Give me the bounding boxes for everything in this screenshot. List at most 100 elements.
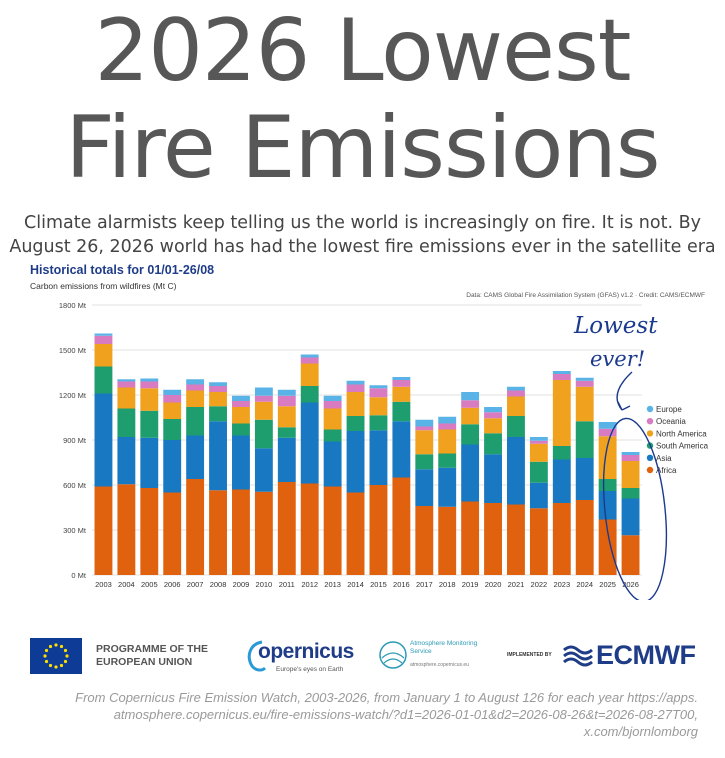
bar-segment-south-america[interactable] [438, 453, 457, 468]
bar-segment-oceania[interactable] [621, 455, 640, 461]
bar-segment-asia[interactable] [415, 469, 434, 506]
bar-segment-oceania[interactable] [140, 381, 159, 389]
bar-segment-europe[interactable] [621, 452, 640, 455]
bar-segment-north-america[interactable] [369, 397, 388, 416]
bar-segment-asia[interactable] [369, 430, 388, 485]
bar-segment-north-america[interactable] [277, 406, 296, 428]
bar-segment-south-america[interactable] [415, 454, 434, 470]
bar-segment-oceania[interactable] [232, 401, 250, 407]
bar-segment-north-america[interactable] [575, 386, 594, 422]
bar-segment-africa[interactable] [529, 508, 548, 575]
bar-segment-oceania[interactable] [254, 395, 273, 402]
bar-segment-oceania[interactable] [186, 384, 205, 391]
bar-segment-asia[interactable] [94, 393, 113, 487]
bar-segment-south-america[interactable] [300, 386, 319, 403]
bar-segment-africa[interactable] [369, 485, 388, 575]
bar-segment-south-america[interactable] [598, 479, 617, 491]
bar-segment-europe[interactable] [140, 378, 159, 382]
legend-label[interactable]: Europe [656, 405, 682, 414]
bar-segment-africa[interactable] [186, 479, 205, 575]
bar-segment-africa[interactable] [94, 486, 113, 576]
bar-segment-north-america[interactable] [529, 443, 548, 462]
bar-segment-asia[interactable] [598, 491, 617, 520]
bar-segment-asia[interactable] [117, 437, 136, 485]
bar-segment-europe[interactable] [209, 382, 227, 386]
bar-segment-north-america[interactable] [346, 392, 365, 416]
bar-segment-asia[interactable] [232, 435, 250, 490]
bar-segment-south-america[interactable] [94, 366, 113, 394]
bar-segment-asia[interactable] [346, 431, 365, 493]
bar-segment-africa[interactable] [277, 482, 296, 575]
legend-label[interactable]: North America [656, 429, 707, 438]
legend-label[interactable]: Africa [656, 466, 677, 475]
bar-segment-oceania[interactable] [163, 395, 182, 403]
bar-segment-north-america[interactable] [323, 408, 342, 430]
legend-marker[interactable] [646, 405, 654, 413]
bar-segment-asia[interactable] [277, 437, 296, 482]
bar-segment-north-america[interactable] [438, 429, 457, 454]
bar-segment-south-america[interactable] [254, 419, 273, 449]
legend-marker[interactable] [646, 430, 654, 437]
bar-segment-europe[interactable] [323, 395, 342, 401]
bar-segment-south-america[interactable] [369, 415, 388, 431]
bar-segment-south-america[interactable] [621, 488, 640, 499]
bar-segment-europe[interactable] [300, 354, 319, 358]
bar-segment-africa[interactable] [254, 491, 273, 575]
legend-marker[interactable] [646, 454, 654, 461]
bar-segment-south-america[interactable] [163, 419, 182, 440]
bar-segment-asia[interactable] [254, 448, 273, 492]
bar-segment-north-america[interactable] [507, 396, 525, 417]
bar-segment-north-america[interactable] [94, 344, 113, 367]
bar-segment-africa[interactable] [140, 488, 159, 575]
bar-segment-south-america[interactable] [575, 421, 594, 458]
bar-segment-africa[interactable] [232, 489, 250, 576]
bar-segment-north-america[interactable] [186, 390, 205, 408]
bar-segment-oceania[interactable] [300, 357, 319, 364]
bar-segment-europe[interactable] [346, 380, 365, 385]
bar-segment-asia[interactable] [438, 467, 457, 507]
bar-segment-asia[interactable] [507, 437, 525, 505]
bar-segment-asia[interactable] [575, 458, 594, 500]
bar-segment-north-america[interactable] [484, 418, 502, 434]
bar-segment-europe[interactable] [507, 386, 525, 391]
bar-segment-europe[interactable] [117, 379, 136, 382]
bar-segment-north-america[interactable] [254, 401, 273, 420]
bar-segment-africa[interactable] [209, 490, 227, 575]
bar-segment-asia[interactable] [140, 437, 159, 488]
bar-segment-europe[interactable] [369, 385, 388, 389]
bar-segment-africa[interactable] [300, 483, 319, 576]
bar-segment-europe[interactable] [529, 437, 548, 441]
bar-segment-asia[interactable] [529, 482, 548, 509]
bar-segment-europe[interactable] [552, 371, 571, 374]
bar-segment-asia[interactable] [461, 444, 480, 502]
bar-segment-oceania[interactable] [484, 412, 502, 419]
bar-segment-oceania[interactable] [438, 423, 457, 430]
bar-segment-oceania[interactable] [575, 380, 594, 387]
bar-segment-south-america[interactable] [392, 401, 411, 422]
bar-segment-europe[interactable] [461, 392, 480, 401]
bar-segment-africa[interactable] [621, 535, 640, 575]
bar-segment-south-america[interactable] [507, 416, 525, 437]
bar-segment-north-america[interactable] [209, 392, 227, 407]
bar-segment-oceania[interactable] [94, 335, 113, 344]
bar-segment-south-america[interactable] [140, 410, 159, 438]
legend-marker[interactable] [646, 418, 654, 425]
bar-segment-oceania[interactable] [117, 381, 136, 388]
bar-segment-africa[interactable] [163, 492, 182, 576]
footer-line-3[interactable]: x.com/bjornlomborg [583, 724, 698, 739]
legend-marker[interactable] [646, 466, 654, 474]
legend-label[interactable]: Asia [656, 454, 672, 463]
bar-segment-oceania[interactable] [277, 395, 296, 407]
bar-segment-asia[interactable] [323, 441, 342, 487]
bar-segment-south-america[interactable] [323, 429, 342, 442]
bar-segment-africa[interactable] [117, 484, 136, 575]
bar-segment-asia[interactable] [392, 421, 411, 478]
bar-segment-africa[interactable] [552, 503, 571, 575]
bar-segment-south-america[interactable] [232, 423, 250, 436]
bar-segment-africa[interactable] [346, 492, 365, 576]
bar-segment-asia[interactable] [186, 435, 205, 480]
bar-segment-europe[interactable] [598, 422, 617, 429]
bar-segment-oceania[interactable] [529, 440, 548, 444]
bar-segment-north-america[interactable] [415, 430, 434, 455]
bar-segment-north-america[interactable] [232, 407, 250, 424]
